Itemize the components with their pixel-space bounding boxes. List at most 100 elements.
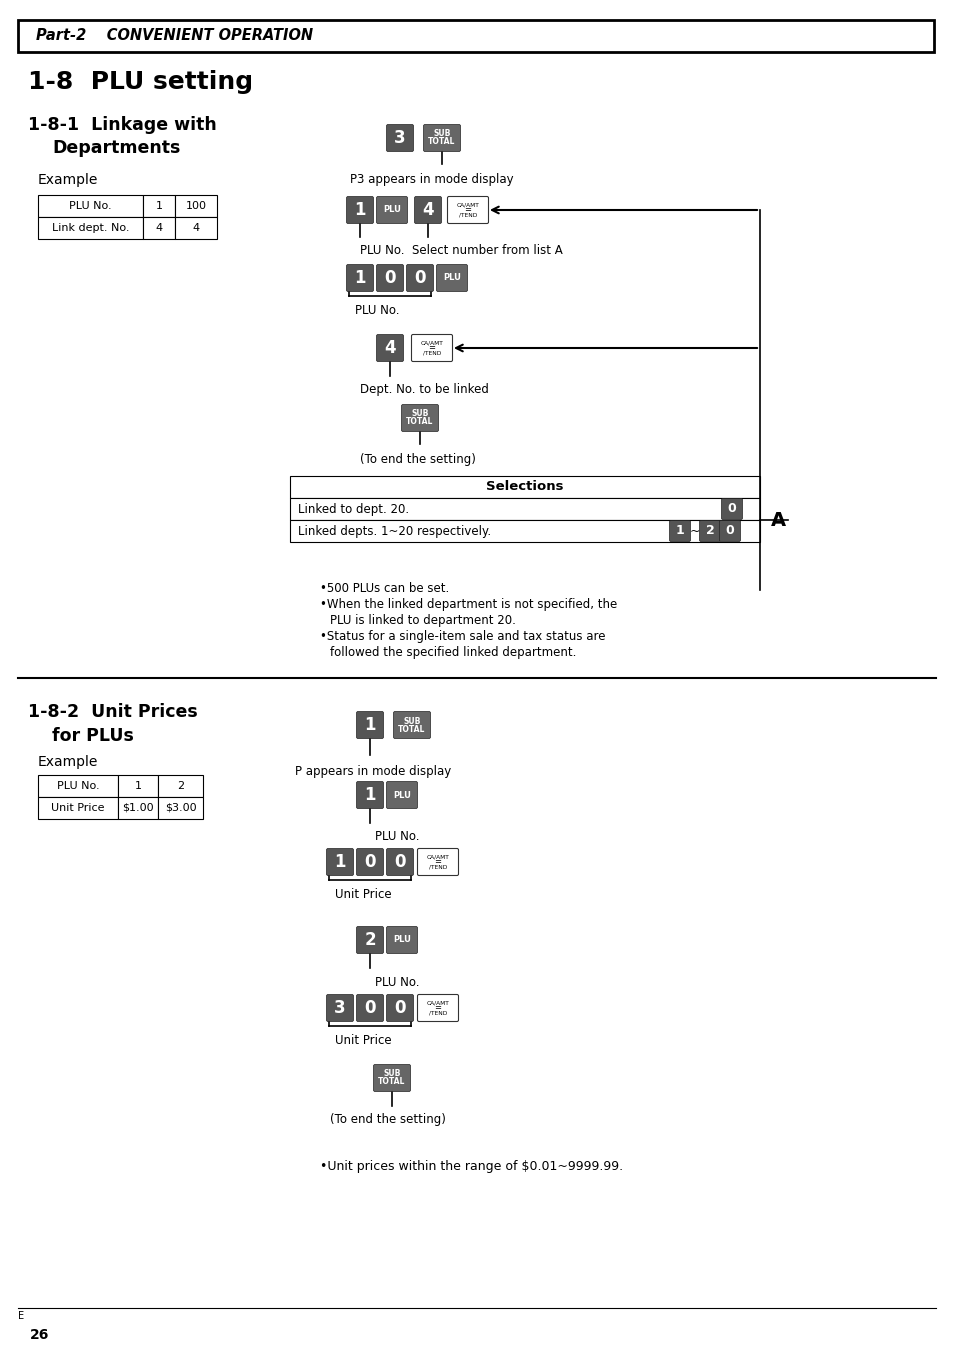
Text: /TEND: /TEND bbox=[458, 212, 476, 217]
Text: P appears in mode display: P appears in mode display bbox=[294, 764, 451, 778]
FancyBboxPatch shape bbox=[386, 926, 417, 953]
FancyBboxPatch shape bbox=[436, 265, 467, 292]
FancyBboxPatch shape bbox=[346, 197, 374, 224]
FancyBboxPatch shape bbox=[356, 995, 383, 1022]
Text: PLU No.: PLU No. bbox=[70, 201, 112, 211]
Text: SUB: SUB bbox=[433, 130, 450, 139]
Text: =: = bbox=[434, 1003, 441, 1012]
Text: 4: 4 bbox=[384, 339, 395, 356]
Text: Linked depts. 1~20 respectively.: Linked depts. 1~20 respectively. bbox=[297, 525, 491, 537]
Text: /TEND: /TEND bbox=[422, 351, 440, 355]
Text: CA/AMT: CA/AMT bbox=[426, 1000, 449, 1006]
Text: Unit Price: Unit Price bbox=[335, 1034, 392, 1046]
Text: •Unit prices within the range of $0.01~9999.99.: •Unit prices within the range of $0.01~9… bbox=[319, 1160, 622, 1173]
Text: 0: 0 bbox=[394, 999, 405, 1017]
Text: =: = bbox=[464, 205, 471, 215]
FancyBboxPatch shape bbox=[411, 335, 452, 362]
FancyBboxPatch shape bbox=[346, 265, 374, 292]
FancyBboxPatch shape bbox=[393, 711, 430, 738]
Text: 1: 1 bbox=[354, 201, 365, 219]
Text: /TEND: /TEND bbox=[429, 1011, 447, 1015]
Text: 0: 0 bbox=[394, 853, 405, 871]
FancyBboxPatch shape bbox=[386, 995, 413, 1022]
Text: 100: 100 bbox=[185, 201, 206, 211]
Bar bbox=[118, 775, 158, 796]
Text: 0: 0 bbox=[414, 269, 425, 288]
Text: 1: 1 bbox=[334, 853, 345, 871]
Bar bbox=[143, 194, 174, 217]
Text: Example: Example bbox=[38, 755, 98, 770]
Text: SUB: SUB bbox=[383, 1069, 400, 1079]
Text: SUB: SUB bbox=[411, 409, 428, 418]
Bar bbox=[38, 217, 143, 239]
FancyBboxPatch shape bbox=[376, 265, 403, 292]
Text: Departments: Departments bbox=[52, 139, 180, 157]
Bar bbox=[290, 520, 760, 541]
Text: 1: 1 bbox=[155, 201, 162, 211]
FancyBboxPatch shape bbox=[356, 849, 383, 876]
Text: Unit Price: Unit Price bbox=[335, 887, 392, 900]
FancyBboxPatch shape bbox=[374, 1065, 410, 1092]
Text: 4: 4 bbox=[155, 223, 162, 234]
Text: /TEND: /TEND bbox=[429, 864, 447, 869]
Text: 1-8-2  Unit Prices: 1-8-2 Unit Prices bbox=[28, 703, 197, 721]
Text: PLU: PLU bbox=[442, 274, 460, 282]
Text: =: = bbox=[434, 857, 441, 867]
FancyBboxPatch shape bbox=[720, 498, 741, 520]
Text: =: = bbox=[428, 343, 435, 352]
FancyBboxPatch shape bbox=[356, 711, 383, 738]
Bar bbox=[290, 477, 760, 498]
FancyBboxPatch shape bbox=[386, 849, 413, 876]
Bar bbox=[18, 20, 933, 53]
Text: PLU No.  Select number from list A: PLU No. Select number from list A bbox=[359, 243, 562, 256]
Text: 0: 0 bbox=[364, 999, 375, 1017]
Bar bbox=[174, 217, 216, 239]
Bar bbox=[158, 796, 203, 819]
Bar bbox=[290, 498, 760, 520]
Text: 1-8-1  Linkage with: 1-8-1 Linkage with bbox=[28, 116, 216, 134]
FancyBboxPatch shape bbox=[406, 265, 433, 292]
Text: PLU No.: PLU No. bbox=[355, 304, 399, 316]
Text: 3: 3 bbox=[334, 999, 345, 1017]
Text: $1.00: $1.00 bbox=[122, 803, 153, 813]
Text: Linked to dept. 20.: Linked to dept. 20. bbox=[297, 502, 409, 516]
Text: CA/AMT: CA/AMT bbox=[456, 202, 478, 208]
FancyBboxPatch shape bbox=[414, 197, 441, 224]
FancyBboxPatch shape bbox=[386, 124, 413, 151]
Text: TOTAL: TOTAL bbox=[428, 138, 456, 147]
Text: PLU No.: PLU No. bbox=[56, 782, 99, 791]
Text: P3 appears in mode display: P3 appears in mode display bbox=[350, 174, 513, 186]
Text: 26: 26 bbox=[30, 1328, 50, 1342]
Text: 1-8  PLU setting: 1-8 PLU setting bbox=[28, 70, 253, 95]
Text: Part-2    CONVENIENT OPERATION: Part-2 CONVENIENT OPERATION bbox=[36, 28, 313, 43]
Text: ~: ~ bbox=[689, 525, 700, 537]
Text: Unit Price: Unit Price bbox=[51, 803, 105, 813]
Text: PLU: PLU bbox=[393, 791, 411, 799]
Bar bbox=[118, 796, 158, 819]
Text: 0: 0 bbox=[364, 853, 375, 871]
Text: 1: 1 bbox=[364, 786, 375, 805]
Text: followed the specified linked department.: followed the specified linked department… bbox=[330, 647, 576, 659]
Text: 3: 3 bbox=[394, 130, 405, 147]
Text: E: E bbox=[18, 1311, 24, 1322]
Text: •When the linked department is not specified, the: •When the linked department is not speci… bbox=[319, 598, 617, 612]
Text: PLU No.: PLU No. bbox=[375, 830, 419, 844]
Text: CA/AMT: CA/AMT bbox=[420, 340, 443, 346]
FancyBboxPatch shape bbox=[356, 782, 383, 809]
Text: PLU No.: PLU No. bbox=[375, 976, 419, 988]
Text: 0: 0 bbox=[725, 525, 734, 537]
Text: Dept. No. to be linked: Dept. No. to be linked bbox=[359, 383, 488, 397]
FancyBboxPatch shape bbox=[719, 521, 740, 541]
Text: Example: Example bbox=[38, 173, 98, 188]
Text: (To end the setting): (To end the setting) bbox=[359, 454, 476, 467]
Text: TOTAL: TOTAL bbox=[378, 1077, 405, 1087]
Text: PLU: PLU bbox=[383, 205, 400, 215]
FancyBboxPatch shape bbox=[423, 124, 460, 151]
Text: 1: 1 bbox=[134, 782, 141, 791]
Text: 1: 1 bbox=[364, 716, 375, 734]
FancyBboxPatch shape bbox=[386, 782, 417, 809]
Text: TOTAL: TOTAL bbox=[406, 417, 434, 427]
FancyBboxPatch shape bbox=[376, 197, 407, 224]
Bar bbox=[174, 194, 216, 217]
Text: CA/AMT: CA/AMT bbox=[426, 855, 449, 860]
